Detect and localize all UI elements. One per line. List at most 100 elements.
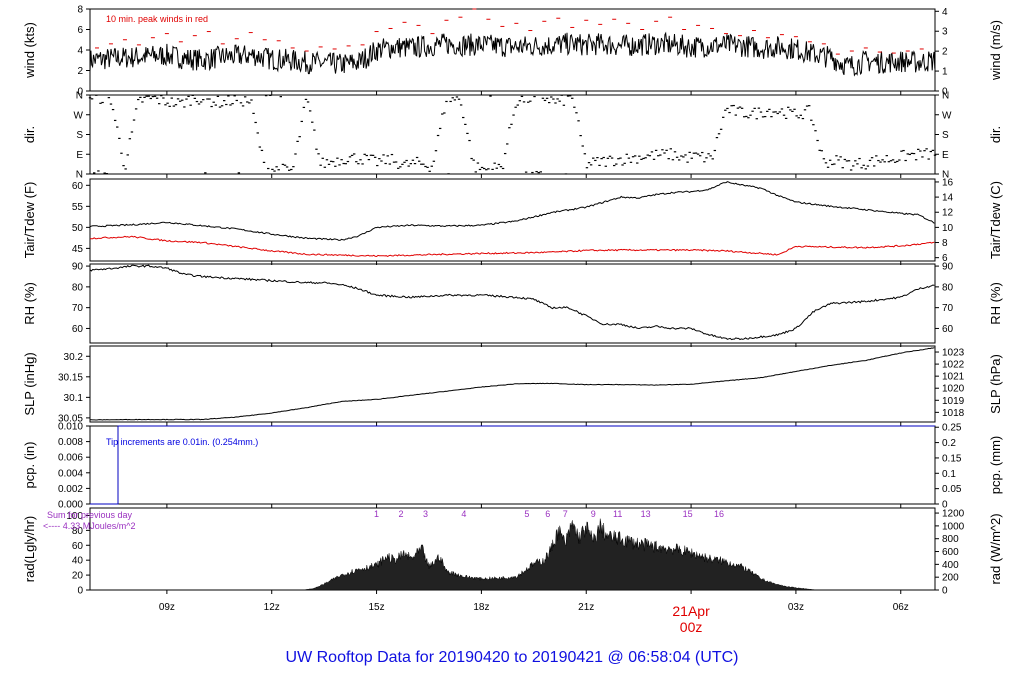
rh-left-tick-label: 60	[72, 324, 84, 335]
rad-ylabel: rad(Lgly/hr)	[22, 516, 37, 582]
temp-right-tick-label: 16	[942, 177, 954, 188]
pcp-left-tick-label: 0.000	[58, 500, 83, 511]
dir-left-tick-label: S	[76, 130, 83, 141]
time-tick-label: 15z	[368, 602, 384, 613]
wind-left-tick-label: 2	[77, 66, 83, 77]
chart-caption: UW Rooftop Data for 20190420 to 20190421…	[285, 649, 739, 666]
radiation-area	[303, 518, 817, 591]
dir-left-tick-label: N	[76, 170, 83, 181]
rad-hour-mark: 15	[683, 509, 693, 519]
rad-hour-mark: 9	[591, 509, 596, 519]
pcp-right-tick-label: 0.2	[942, 438, 956, 449]
dir-right-tick-label: N	[942, 170, 949, 181]
pcp-right-tick-label: 0.05	[942, 484, 962, 495]
time-tick-label: 09z	[159, 602, 175, 613]
rad-hour-mark: 1	[374, 509, 379, 519]
rad-ylabel-right: rad (W/m^2)	[988, 513, 1003, 584]
pcp-right-tick-label: 0.15	[942, 453, 962, 464]
wind-left-tick-label: 4	[77, 46, 83, 57]
dir-left-tick-label: N	[76, 91, 83, 102]
temp-ylabel-right: Tair/Tdew (C)	[988, 181, 1003, 259]
dir-right-tick-label: S	[942, 130, 949, 141]
rad-hour-mark: 2	[399, 509, 404, 519]
rh-right-tick-label: 90	[942, 262, 954, 273]
pcp-left-tick-label: 0.004	[58, 468, 83, 479]
rad-hour-mark: 3	[423, 509, 428, 519]
temp-right-tick-label: 12	[942, 208, 954, 219]
wind-left-tick-label: 0	[77, 87, 83, 98]
rh-left-tick-label: 90	[72, 262, 84, 273]
rad-left-tick-label: 60	[72, 541, 84, 552]
wind-right-tick-label: 1	[942, 67, 948, 78]
pcp-right-tick-label: 0.25	[942, 423, 962, 434]
slp-right-tick-label: 1023	[942, 348, 965, 359]
wind-right-tick-label: 2	[942, 47, 948, 58]
rad-hour-mark: 11	[613, 509, 622, 519]
pcp-left-tick-label: 0.008	[58, 437, 83, 448]
temp-frame	[89, 178, 936, 262]
rh-series-rh	[89, 264, 935, 341]
rad-hour-mark: 13	[641, 509, 651, 519]
rad-right-tick-label: 1200	[942, 509, 965, 520]
rad-right-tick-label: 600	[942, 547, 959, 558]
time-tick-label: 21z	[578, 602, 594, 613]
rh-right-tick-label: 70	[942, 303, 954, 314]
temp-series-tdew	[89, 235, 935, 258]
rh-frame	[89, 263, 936, 344]
rad-hour-mark: 16	[714, 509, 724, 519]
wind-series-line	[89, 31, 936, 77]
slp-right-tick-label: 1022	[942, 360, 965, 371]
rh-right-tick-label: 60	[942, 324, 954, 335]
temp-series-tair	[89, 181, 935, 241]
wind-annotation: 10 min. peak winds in red	[106, 14, 208, 24]
slp-ylabel: SLP (inHg)	[22, 352, 37, 415]
time-tick-label: 12z	[264, 602, 280, 613]
rad-sum-value: <---- 4.33 MJoules/m^2	[43, 521, 136, 531]
pcp-left-tick-label: 0.006	[58, 453, 83, 464]
rh-right-tick-label: 80	[942, 282, 954, 293]
wind-right-tick-label: 0	[942, 87, 948, 98]
pcp-ylabel: pcp. (in)	[22, 442, 37, 489]
dir-right-tick-label: E	[942, 150, 949, 161]
dir-left-tick-label: E	[76, 150, 83, 161]
slp-left-tick-label: 30.1	[64, 393, 84, 404]
dir-left-tick-label: W	[74, 110, 84, 121]
rad-left-tick-label: 20	[72, 571, 84, 582]
rad-right-tick-label: 0	[942, 586, 948, 597]
rad-left-tick-label: 100	[66, 511, 83, 522]
dir-right-tick-label: N	[942, 91, 949, 102]
dir-ylabel-right: dir.	[988, 126, 1003, 143]
date-marker-line1: 21Apr	[672, 603, 710, 619]
slp-frame	[89, 345, 936, 423]
rh-ylabel: RH (%)	[22, 282, 37, 325]
temp-left-tick-label: 50	[72, 223, 84, 234]
rad-right-tick-label: 1000	[942, 521, 965, 532]
dir-frame	[89, 94, 936, 175]
temp-left-tick-label: 60	[72, 181, 84, 192]
temp-right-tick-label: 6	[942, 253, 948, 264]
wind-ylabel-right: wind (m/s)	[988, 20, 1003, 81]
wind-left-tick-label: 6	[77, 25, 83, 36]
pcp-left-tick-label: 0.002	[58, 484, 83, 495]
temp-right-tick-label: 8	[942, 238, 948, 249]
wind-right-tick-label: 4	[942, 7, 948, 18]
rad-right-tick-label: 800	[942, 534, 959, 545]
pcp-right-tick-label: 0.1	[942, 469, 956, 480]
time-tick-label: 06z	[893, 602, 909, 613]
rad-right-tick-label: 400	[942, 560, 959, 571]
temp-right-tick-label: 10	[942, 223, 954, 234]
slp-right-tick-label: 1021	[942, 372, 965, 383]
rad-hour-mark: 5	[524, 509, 529, 519]
wind-left-tick-label: 8	[77, 5, 83, 16]
rad-left-tick-label: 40	[72, 556, 84, 567]
rad-left-tick-label: 0	[77, 586, 83, 597]
rad-hour-mark: 7	[563, 509, 568, 519]
wind-right-tick-label: 3	[942, 27, 948, 38]
slp-right-tick-label: 1019	[942, 396, 965, 407]
temp-ylabel: Tair/Tdew (F)	[22, 182, 37, 259]
rad-right-tick-label: 200	[942, 573, 959, 584]
slp-right-tick-label: 1018	[942, 408, 965, 419]
rad-sum-title: Sum for previous day	[47, 510, 133, 520]
slp-left-tick-label: 30.05	[58, 413, 83, 424]
